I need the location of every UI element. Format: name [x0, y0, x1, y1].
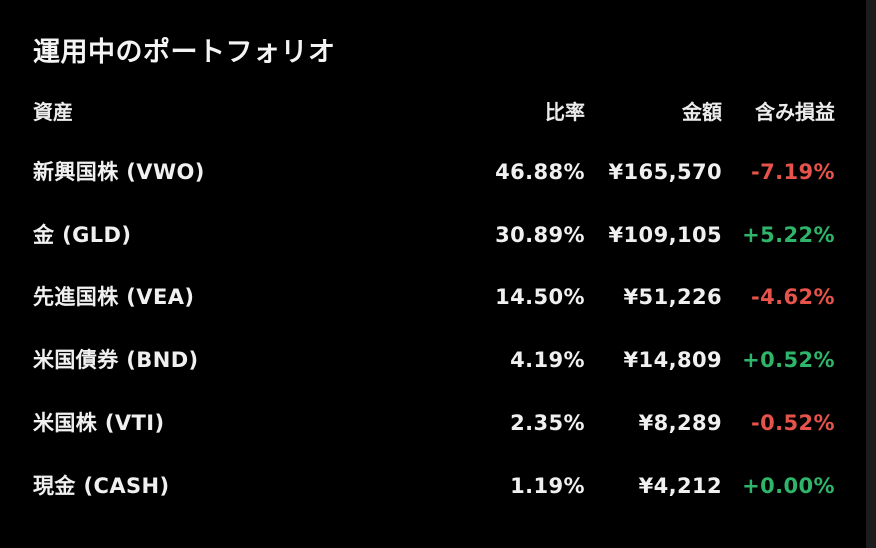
asset-amount: ¥4,212	[638, 474, 722, 498]
asset-unrealized-pl: -4.62%	[751, 285, 835, 309]
asset-amount: ¥109,105	[608, 223, 722, 247]
asset-ratio: 1.19%	[510, 474, 585, 498]
asset-ratio: 4.19%	[510, 348, 585, 372]
column-header-unrealized-pl: 含み損益	[755, 100, 835, 124]
asset-name: 米国株 (VTI)	[33, 411, 165, 435]
asset-unrealized-pl: -7.19%	[751, 160, 835, 184]
table-row[interactable]: 米国株 (VTI) 2.35% ¥8,289 -0.52%	[0, 403, 866, 443]
asset-ratio: 30.89%	[495, 223, 585, 247]
column-header-asset: 資産	[33, 100, 73, 124]
asset-ratio: 46.88%	[495, 160, 585, 184]
asset-unrealized-pl: +0.00%	[742, 474, 835, 498]
asset-unrealized-pl: +5.22%	[742, 223, 835, 247]
asset-unrealized-pl: +0.52%	[742, 348, 835, 372]
asset-amount: ¥8,289	[638, 411, 722, 435]
column-header-amount: 金額	[682, 100, 722, 124]
asset-name: 新興国株 (VWO)	[33, 160, 205, 184]
column-header-ratio: 比率	[545, 100, 585, 124]
table-row[interactable]: 現金 (CASH) 1.19% ¥4,212 +0.00%	[0, 466, 866, 506]
asset-name: 現金 (CASH)	[33, 474, 170, 498]
table-row[interactable]: 新興国株 (VWO) 46.88% ¥165,570 -7.19%	[0, 152, 866, 192]
asset-amount: ¥14,809	[623, 348, 722, 372]
table-row[interactable]: 先進国株 (VEA) 14.50% ¥51,226 -4.62%	[0, 277, 866, 317]
asset-amount: ¥165,570	[608, 160, 722, 184]
table-header: 資産 比率 金額 含み損益	[0, 92, 866, 132]
asset-name: 金 (GLD)	[33, 223, 132, 247]
asset-ratio: 14.50%	[495, 285, 585, 309]
asset-ratio: 2.35%	[510, 411, 585, 435]
asset-unrealized-pl: -0.52%	[751, 411, 835, 435]
table-row[interactable]: 金 (GLD) 30.89% ¥109,105 +5.22%	[0, 215, 866, 255]
asset-name: 米国債券 (BND)	[33, 348, 199, 372]
asset-name: 先進国株 (VEA)	[33, 285, 195, 309]
page-title: 運用中のポートフォリオ	[33, 37, 336, 68]
window-edge	[866, 0, 876, 548]
table-row[interactable]: 米国債券 (BND) 4.19% ¥14,809 +0.52%	[0, 340, 866, 380]
asset-amount: ¥51,226	[623, 285, 722, 309]
